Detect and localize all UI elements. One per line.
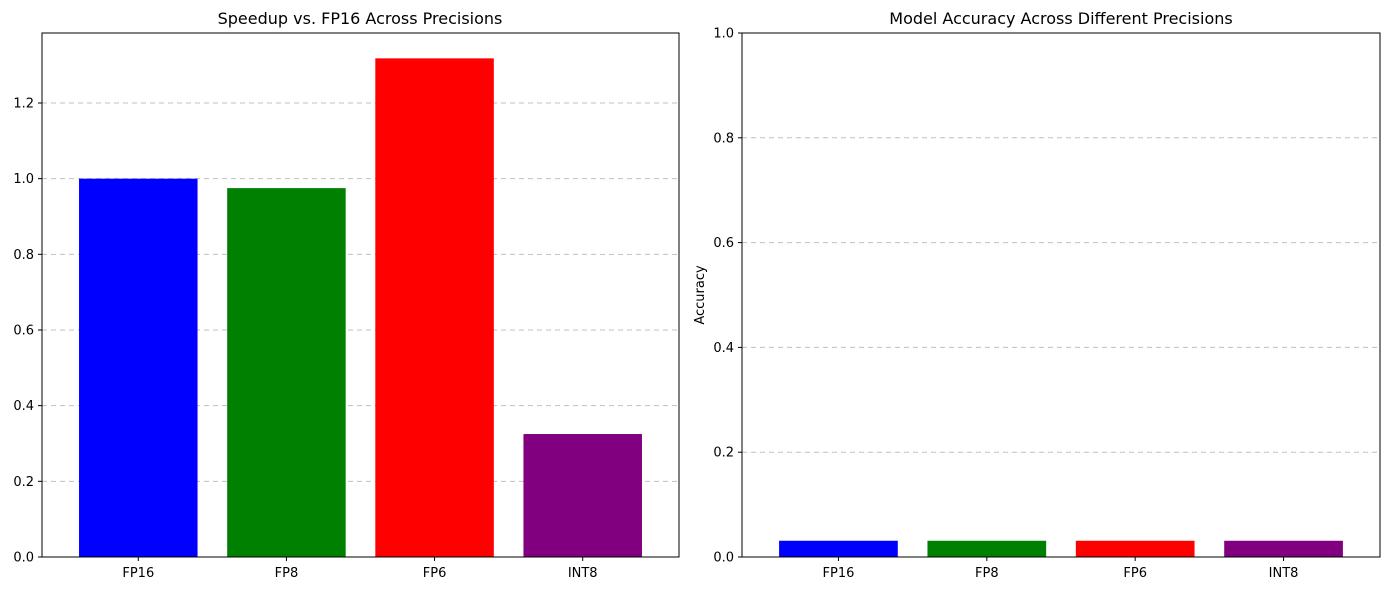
accuracy-bar-fp8 xyxy=(927,540,1047,557)
speedup-ytick-label: 1.2 xyxy=(13,96,34,111)
accuracy-ytick-label: 0.2 xyxy=(713,446,734,461)
speedup-ytick-label: 0.4 xyxy=(13,399,34,414)
accuracy-xtick-label: INT8 xyxy=(1269,566,1299,581)
accuracy-bar-int8 xyxy=(1224,540,1343,557)
speedup-ytick-label: 0.6 xyxy=(13,323,34,338)
speedup-chart-title: Speedup vs. FP16 Across Precisions xyxy=(218,9,503,28)
accuracy-xtick-label: FP8 xyxy=(975,566,999,581)
accuracy-ytick-label: 0.8 xyxy=(713,131,734,146)
speedup-chart: Speedup vs. FP16 Across Precisions 0.0 0.… xyxy=(13,9,680,581)
accuracy-chart: Model Accuracy Across Different Precisio… xyxy=(693,9,1381,581)
accuracy-bar-fp6 xyxy=(1075,540,1195,557)
accuracy-ytick-label: 0.6 xyxy=(713,236,734,251)
speedup-ytick-label: 0.8 xyxy=(13,248,34,263)
accuracy-chart-ylabel: Accuracy xyxy=(693,265,708,325)
accuracy-ytick-label: 0.0 xyxy=(713,551,734,566)
speedup-xtick-label: FP8 xyxy=(275,566,299,581)
speedup-ytick-label: 0.0 xyxy=(13,551,34,566)
accuracy-xtick-label: FP6 xyxy=(1123,566,1147,581)
accuracy-xtick-label: FP16 xyxy=(823,566,855,581)
speedup-bar-fp16 xyxy=(79,178,198,557)
accuracy-ytick-label: 0.4 xyxy=(713,341,734,356)
speedup-axes-frame xyxy=(41,32,680,558)
speedup-bar-int8 xyxy=(523,434,642,557)
accuracy-ytick-label: 1.0 xyxy=(713,27,734,42)
speedup-xtick-label: INT8 xyxy=(568,566,598,581)
speedup-ytick-label: 1.0 xyxy=(13,172,34,187)
speedup-bar-fp8 xyxy=(227,188,346,557)
accuracy-bar-fp16 xyxy=(779,540,898,557)
speedup-bar-fp6 xyxy=(375,58,494,558)
accuracy-chart-title: Model Accuracy Across Different Precisio… xyxy=(889,9,1232,28)
accuracy-axes-frame xyxy=(741,32,1381,558)
speedup-ytick-label: 0.2 xyxy=(13,475,34,490)
speedup-xtick-label: FP6 xyxy=(423,566,447,581)
speedup-xtick-label: FP16 xyxy=(122,566,154,581)
